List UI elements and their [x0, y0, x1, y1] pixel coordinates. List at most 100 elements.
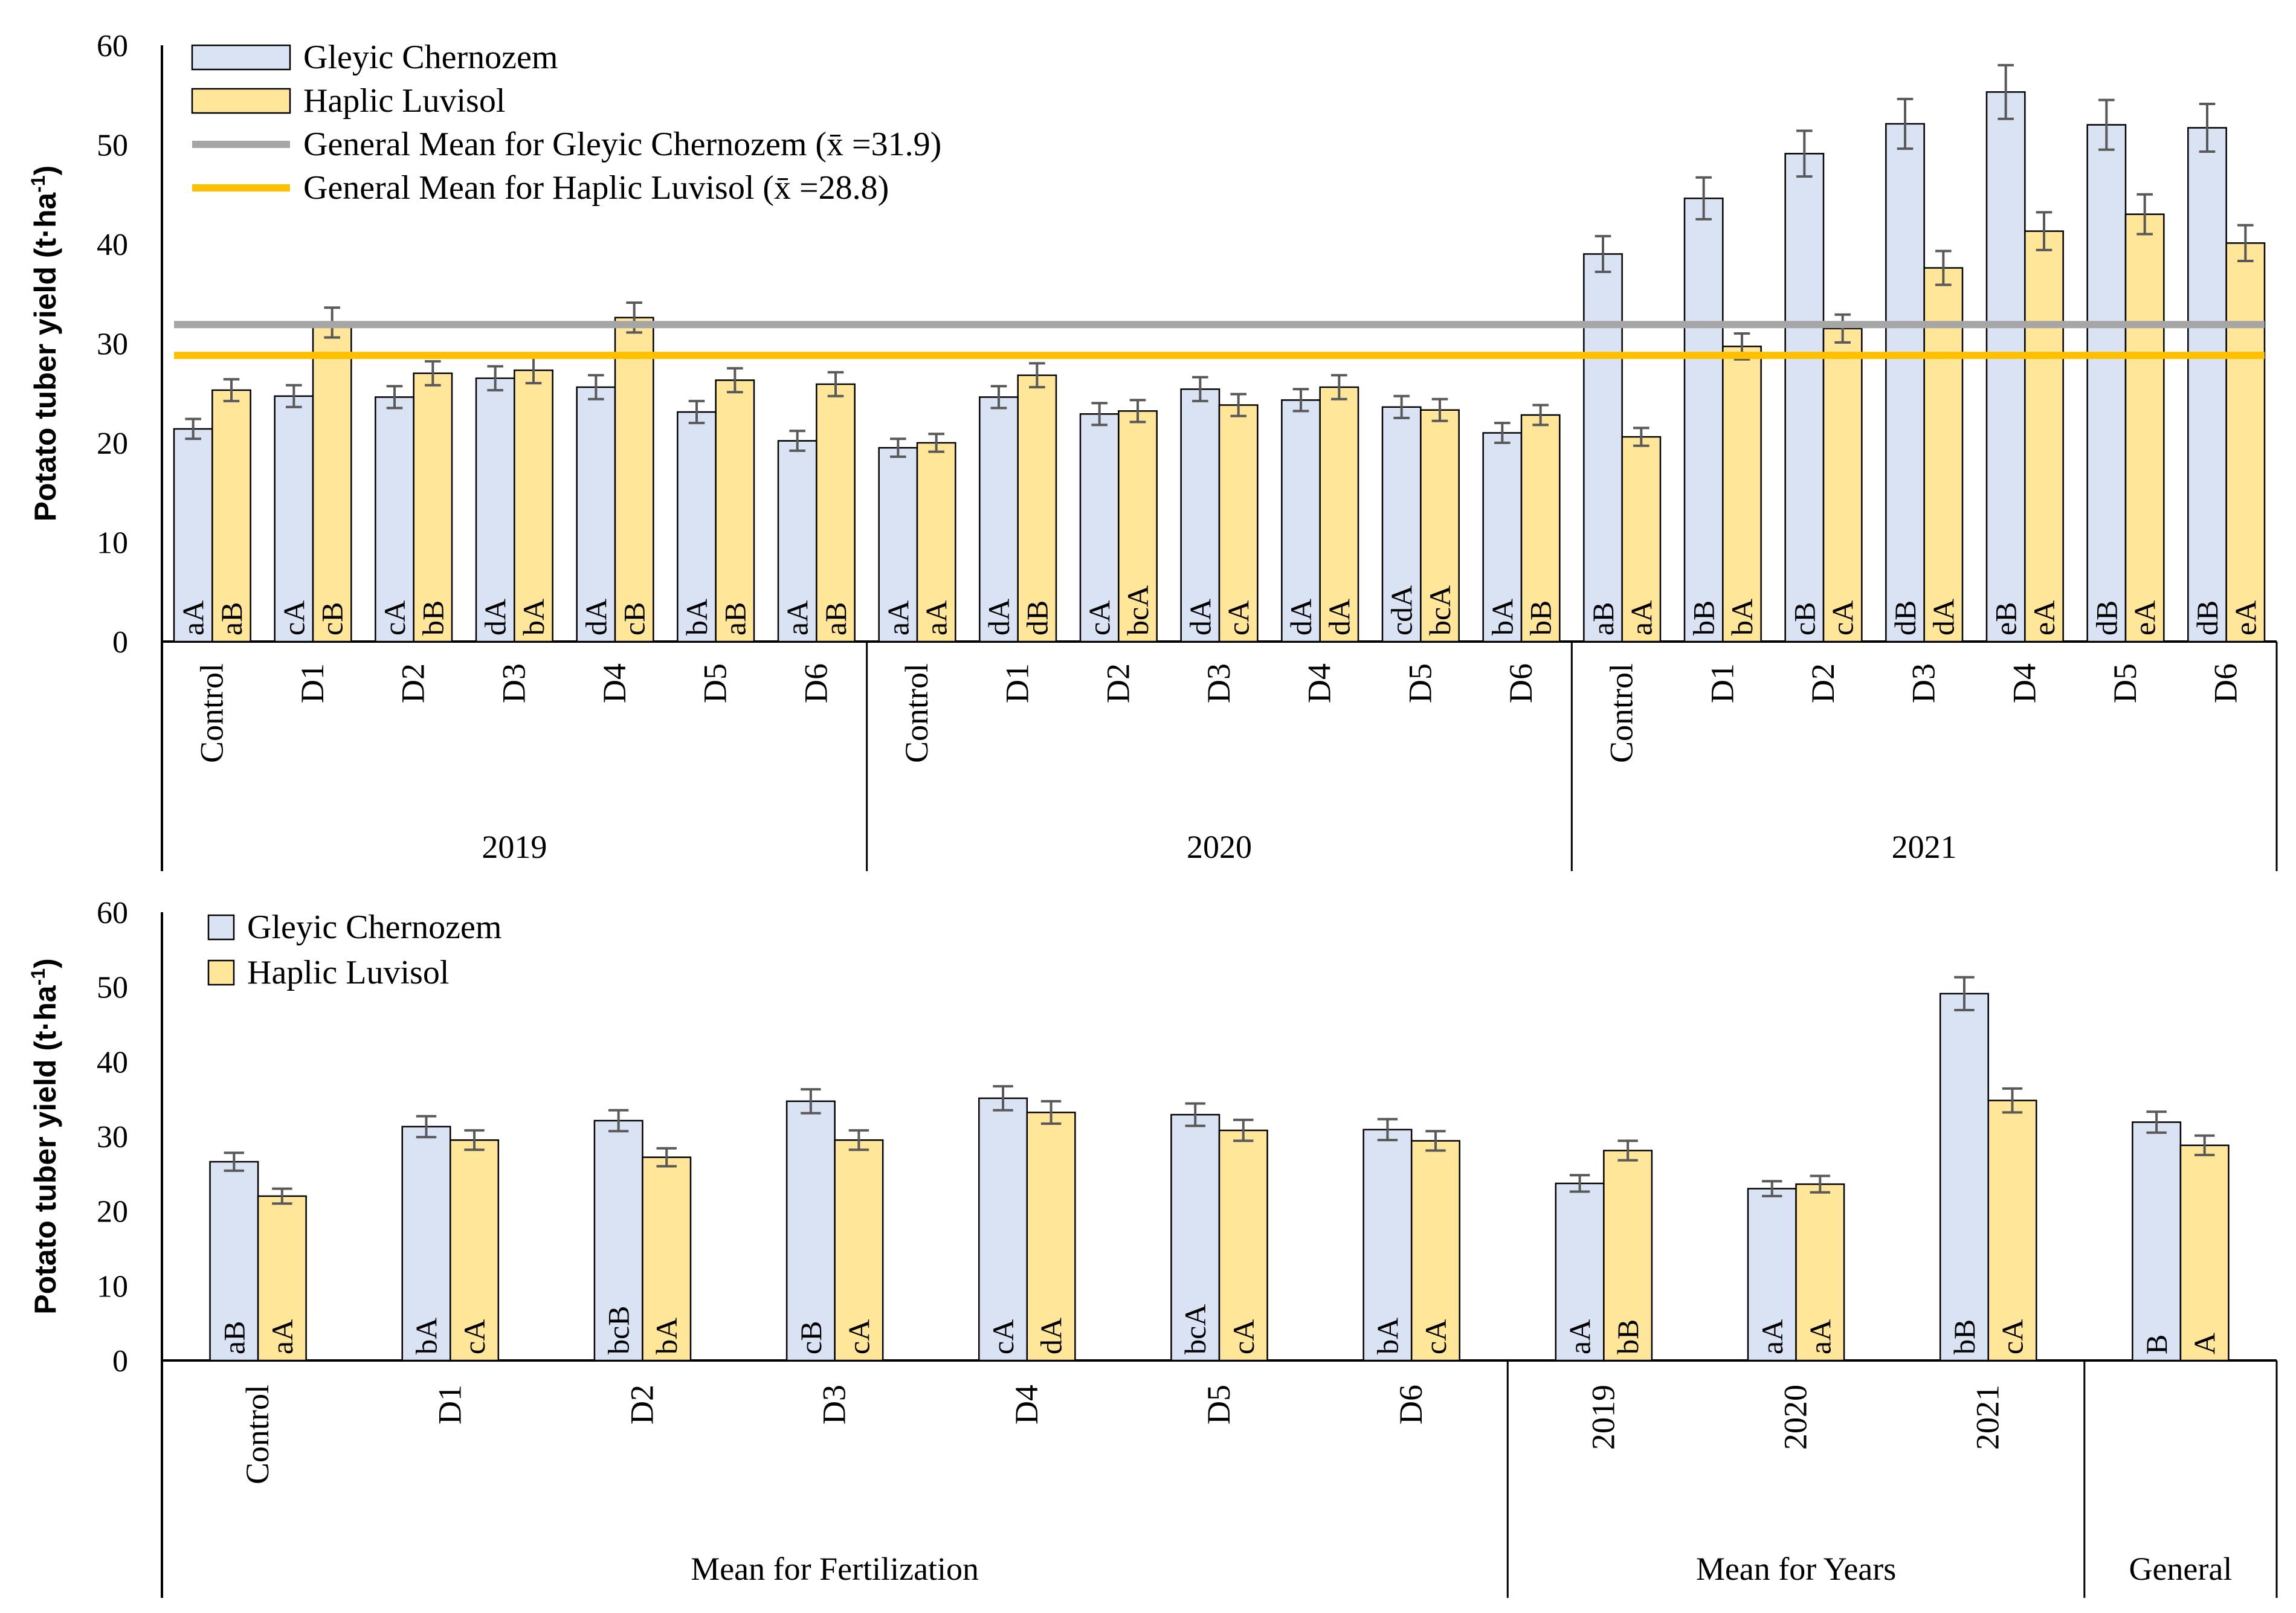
chart-1-bar-chernozem [978, 1097, 1028, 1362]
chart-0-category-label: D1 [999, 663, 1036, 703]
chart-0-significance-label-chernozem: cA [378, 600, 411, 636]
chart-0-bar-chernozem [878, 446, 918, 643]
chart-1-significance-label-chernozem: aB [217, 1321, 251, 1354]
chart-1-legend-swatch-chernozem [207, 914, 235, 941]
chart-1-significance-label-chernozem: bA [410, 1318, 443, 1354]
chart-0-significance-label-luvisol: aB [718, 602, 752, 636]
chart-0-significance-label-chernozem: aA [176, 600, 210, 636]
chart-0-significance-label-chernozem: dA [1183, 599, 1217, 636]
chart-1-significance-label-luvisol: dA [1034, 1318, 1068, 1354]
chart-1-bar-luvisol [1218, 1129, 1268, 1362]
chart-0-bar-chernozem [1180, 388, 1221, 643]
chart-1-category-label: Control [239, 1385, 276, 1484]
chart-0-category-label: Control [898, 663, 935, 763]
chart-0-significance-label-chernozem: cB [1787, 602, 1821, 636]
chart-0-y-tick-label: 40 [97, 228, 128, 262]
chart-0-bar-luvisol [2124, 213, 2165, 643]
chart-0-significance-label-luvisol: dB [1020, 600, 1054, 636]
chart-0-category-label: D6 [798, 663, 834, 703]
chart-0-category-label: D1 [294, 663, 331, 703]
chart-1-significance-label-luvisol: cA [1227, 1319, 1260, 1354]
chart-0-y-tick-label: 0 [112, 625, 128, 660]
chart-1-legend-entry: Gleyic Chernozem [247, 909, 501, 946]
chart-0-bar-luvisol [211, 389, 251, 643]
chart-1-bar-luvisol [1603, 1150, 1653, 1362]
chart-1-bar-luvisol [1026, 1112, 1076, 1362]
chart-0-significance-label-chernozem: dB [1888, 600, 1922, 636]
chart-0-bar-luvisol [1722, 346, 1762, 643]
chart-0-category-label: D3 [1906, 663, 1942, 703]
chart-0-group-label: 2019 [482, 829, 547, 865]
chart-0-significance-label-luvisol: bcA [1121, 585, 1155, 636]
chart-1-y-tick-label: 0 [112, 1344, 128, 1379]
chart-1-category-label: 2019 [1585, 1385, 1621, 1450]
chart-1-significance-label-chernozem: bcB [602, 1306, 636, 1354]
chart-0-significance-label-chernozem: aA [881, 600, 915, 636]
chart-0-significance-label-luvisol: eA [2027, 600, 2061, 636]
chart-0-significance-label-chernozem: dB [2190, 600, 2224, 636]
chart-1-bar-luvisol [1795, 1183, 1845, 1362]
chart-0-bar-chernozem [1985, 91, 2026, 643]
chart-1-significance-label-luvisol: aA [265, 1319, 299, 1354]
chart-1-bar-chernozem [1170, 1113, 1221, 1362]
chart-0-y-tick-label: 20 [97, 427, 128, 461]
chart-0-bar-chernozem [576, 386, 616, 643]
chart-0-bar-chernozem [1381, 406, 1422, 643]
chart-0-group-label: 2021 [1892, 829, 1957, 865]
chart-0-significance-label-luvisol: aB [214, 602, 248, 636]
chart-1-significance-label-luvisol: cA [1419, 1319, 1453, 1354]
chart-1-bar-luvisol [257, 1195, 307, 1362]
chart-1-bar-chernozem [1747, 1188, 1797, 1362]
chart-1-significance-label-luvisol: aA [1803, 1319, 1837, 1354]
chart-0-significance-label-chernozem: bA [1485, 599, 1519, 636]
chart-0-significance-label-chernozem: aB [1586, 602, 1620, 636]
chart-top-yield-by-year: Potato tuber yield (t·ha-1) 0 10 20 30 40 50 60… [27, 29, 2278, 871]
chart-1-bar-chernozem [2132, 1121, 2182, 1362]
chart-1-group-label: Mean for Years [1696, 1551, 1896, 1587]
chart-0-category-label: D6 [2208, 663, 2244, 703]
chart-0-bar-luvisol [1923, 267, 1964, 643]
chart-0-bar-luvisol [1319, 386, 1359, 643]
chart-0-significance-label-luvisol: bA [517, 599, 550, 636]
chart-0-category-label: D5 [697, 663, 734, 703]
chart-0-bar-luvisol [715, 379, 755, 643]
chart-0-category-label: D1 [1704, 663, 1740, 703]
chart-0-y-tick-label: 50 [97, 129, 128, 163]
chart-0-bar-chernozem [1583, 253, 1623, 643]
chart-0-bar-luvisol [916, 442, 956, 643]
chart-0-category-label: D6 [1503, 663, 1539, 703]
chart-1-y-axis-label-superscript: -1 [27, 968, 49, 985]
chart-0-significance-label-chernozem: aA [781, 600, 814, 636]
chart-1-y-tick-label: 30 [97, 1120, 128, 1154]
chart-1-category-label: D3 [816, 1385, 853, 1425]
chart-0-bar-chernozem [375, 396, 414, 643]
chart-0-legend-entry: Haplic Luvisol [303, 82, 505, 120]
chart-1-bar-luvisol [642, 1156, 692, 1362]
chart-1-category-label: 2020 [1778, 1385, 1814, 1450]
chart-1-significance-label-chernozem: bA [1370, 1318, 1404, 1354]
chart-1-significance-label-chernozem: cA [986, 1319, 1020, 1354]
chart-0-significance-label-chernozem: dB [2089, 600, 2123, 636]
chart-0-bar-luvisol [1822, 327, 1863, 643]
chart-1-y-tick-label: 20 [97, 1195, 128, 1229]
chart-bottom-mean-yield: Potato tuber yield (t·ha-1) 0 10 20 30 40 50 60… [27, 896, 2278, 1598]
chart-0-bar-luvisol [312, 321, 352, 643]
chart-0-bar-chernozem [777, 440, 817, 643]
chart-0-bar-chernozem [2086, 124, 2127, 643]
chart-1-significance-label-luvisol: bB [1611, 1319, 1645, 1354]
chart-1-y-axis-label-main: Potato tuber yield (t·ha [28, 985, 62, 1315]
chart-0-y-tick-label: 30 [97, 327, 128, 362]
chart-0-bar-chernozem [2187, 127, 2227, 643]
chart-0-bar-chernozem [1683, 198, 1724, 643]
chart-0-category-label: D5 [2107, 663, 2143, 703]
chart-0-significance-label-luvisol: bcA [1423, 585, 1457, 636]
chart-1-legend: Gleyic Chernozem Haplic Luvisol [207, 909, 501, 991]
chart-1-y-axis-label: Potato tuber yield (t·ha-1) [27, 958, 62, 1315]
chart-0-y-axis-label: Potato tuber yield (t·ha-1) [27, 166, 62, 522]
chart-0-bar-luvisol [1621, 436, 1662, 643]
chart-0-significance-label-chernozem: cA [277, 600, 311, 636]
chart-0-group-label: 2020 [1187, 829, 1252, 865]
chart-0-category-label: D4 [2006, 663, 2042, 703]
chart-1-significance-label-luvisol: cA [457, 1319, 491, 1354]
